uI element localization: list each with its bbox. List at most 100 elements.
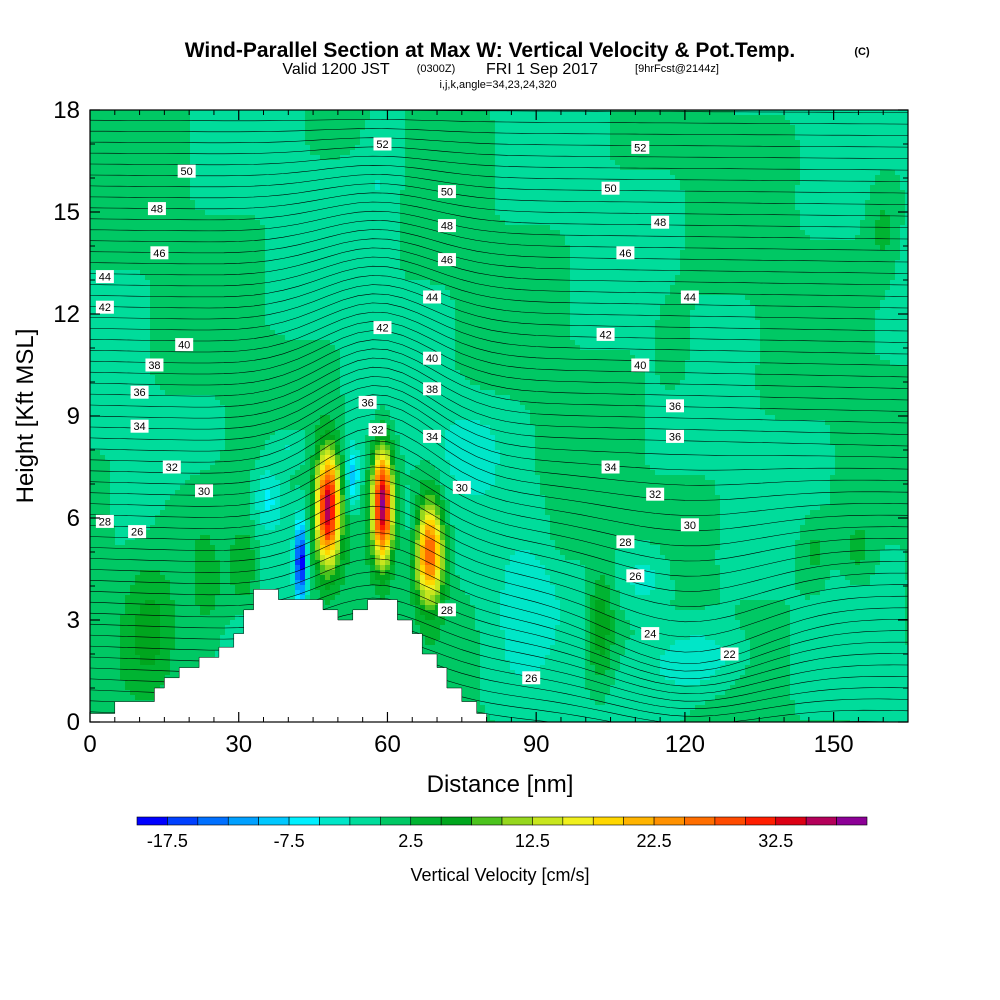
theta-contour (90, 321, 908, 378)
theta-label: 30 (452, 480, 471, 494)
theta-label: 32 (646, 487, 665, 501)
theta-label: 48 (651, 215, 670, 229)
theta-contour (90, 256, 908, 297)
theta-label: 46 (437, 253, 456, 267)
theta-contour (90, 339, 908, 401)
colorbar-swatch (653, 816, 685, 826)
theta-label: 44 (680, 290, 699, 304)
chart-subtitle-indices: i,j,k,angle=34,23,24,320 (439, 79, 556, 91)
colorbar-tick-label: -17.5 (147, 831, 188, 851)
theta-contour (90, 174, 908, 194)
theta-contour (90, 137, 908, 148)
theta-contour (90, 348, 908, 412)
colorbar-swatch (410, 816, 442, 826)
theta-label: 46 (150, 246, 169, 260)
theta-contour (90, 201, 908, 228)
colorbar-tick-label: 22.5 (637, 831, 672, 851)
theta-label: 42 (373, 321, 392, 335)
colorbar-label: Vertical Velocity [cm/s] (410, 865, 589, 885)
theta-label: 42 (596, 327, 615, 341)
y-tick-label: 6 (67, 505, 80, 532)
x-tick-label: 60 (374, 731, 401, 758)
colorbar-ticks: -17.5 -7.5 2.5 12.5 22.5 32.5 (147, 831, 793, 851)
theta-label: 50 (601, 181, 620, 195)
theta-label: 36 (358, 395, 377, 409)
colorbar-swatch (714, 816, 746, 826)
theta-contour (90, 376, 908, 447)
theta-label: 44 (95, 270, 114, 284)
theta-label: 52 (631, 140, 650, 154)
colorbar-swatch (501, 816, 533, 826)
theta-contour (90, 165, 908, 182)
theta-contour (90, 192, 908, 217)
colorbar-swatch (684, 816, 716, 826)
theta-label: 24 (641, 627, 660, 641)
colorbar-swatch (745, 816, 777, 826)
colorbar-swatch (349, 816, 381, 826)
theta-contour (90, 284, 908, 332)
y-tick-label: 9 (67, 403, 80, 430)
theta-contour (90, 403, 908, 486)
y-tick-label: 18 (53, 97, 80, 124)
theta-label: 40 (631, 358, 650, 372)
colorbar-swatch (805, 816, 837, 826)
theta-contour (90, 238, 908, 274)
theta-contour (90, 302, 908, 355)
theta-contour (90, 330, 908, 389)
theta-label: 52 (373, 137, 392, 151)
copyright-mark: (C) (854, 46, 870, 58)
theta-contour (90, 293, 908, 343)
colorbar-swatch (775, 816, 807, 826)
colorbar-tick-label: 32.5 (758, 831, 793, 851)
colorbar-swatch (562, 816, 594, 826)
theta-label: 22 (720, 647, 739, 661)
colorbar-swatch (319, 816, 351, 826)
colorbar-swatch (623, 816, 655, 826)
theta-label: 36 (130, 385, 149, 399)
theta-contour (90, 366, 908, 435)
theta-label: 30 (680, 518, 699, 532)
theta-contour (90, 183, 908, 205)
colorbar-swatch (592, 816, 624, 826)
colorbar-swatch (836, 816, 868, 826)
x-axis-label: Distance [nm] (427, 771, 574, 798)
theta-label: 38 (423, 382, 442, 396)
theta-label: 26 (522, 671, 541, 685)
x-tick-label: 150 (814, 731, 854, 758)
theta-label: 26 (626, 569, 645, 583)
theta-contour (90, 119, 908, 125)
theta-label: 48 (437, 219, 456, 233)
x-axis: 0 30 60 90 120 150 (83, 110, 884, 758)
theta-contour (90, 492, 908, 592)
plot-area: 52 52 50 50 50 48 48 48 46 46 46 44 44 44 42 42 42 40 40 40… (90, 110, 908, 768)
theta-contour (90, 427, 908, 516)
colorbar-swatch (471, 816, 503, 826)
theta-contour (90, 729, 908, 768)
colorbar-swatch (227, 816, 259, 826)
theta-label: 28 (95, 514, 114, 528)
x-tick-label: 30 (225, 731, 252, 758)
theta-contour (90, 505, 908, 607)
theta-contour (90, 155, 908, 171)
theta-contour (90, 357, 908, 424)
colorbar-swatch (136, 816, 168, 826)
chart-subtitle: Valid 1200 JST (0300Z) FRI 1 Sep 2017 [9… (282, 61, 719, 78)
theta-contour (90, 394, 908, 471)
subtitle-date: FRI 1 Sep 2017 (486, 61, 598, 78)
theta-contour (90, 597, 908, 687)
theta-contour (90, 128, 908, 136)
colorbar-tick-label: 2.5 (398, 831, 423, 851)
theta-label: 48 (147, 202, 166, 216)
theta-contour (90, 532, 908, 638)
theta-label: 30 (195, 484, 214, 498)
theta-contour (90, 584, 908, 679)
theta-label: 34 (423, 429, 442, 443)
theta-label: 46 (616, 246, 635, 260)
colorbar-swatch (440, 816, 472, 826)
theta-contour (90, 229, 908, 263)
y-axis-label: Height [Kft MSL] (12, 329, 39, 504)
terrain-mask (90, 589, 487, 722)
theta-contour (90, 385, 908, 458)
theta-contour (90, 479, 908, 577)
